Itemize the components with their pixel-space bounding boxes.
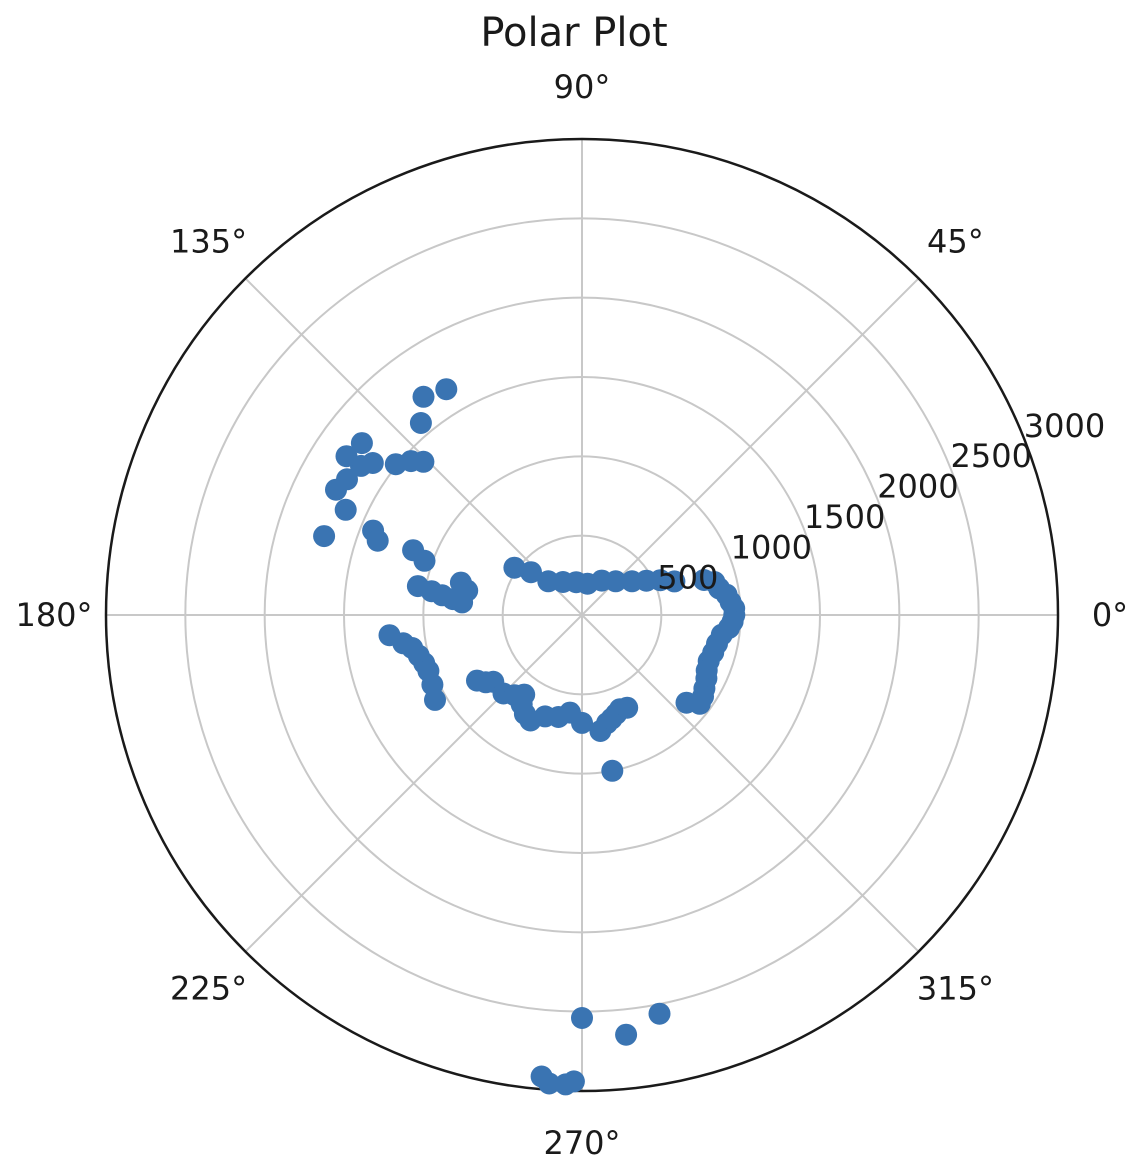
scatter-point: [621, 570, 643, 593]
radial-tick-label: 3000: [1024, 407, 1105, 445]
scatter-points: [313, 378, 746, 1096]
scatter-point: [313, 525, 336, 548]
scatter-point: [520, 561, 542, 584]
radial-tick-label: 1000: [731, 528, 812, 566]
scatter-point: [675, 691, 698, 714]
scatter-point: [424, 688, 446, 711]
angle-tick-label: 315°: [917, 969, 994, 1007]
angle-tick-label: 0°: [1092, 596, 1128, 634]
angle-tick-label: 135°: [170, 223, 247, 261]
angular-gridline: [581, 614, 920, 953]
angular-gridline: [581, 277, 920, 616]
scatter-point: [412, 385, 435, 408]
scatter-point: [435, 378, 458, 401]
polar-outer-ring: [104, 137, 1060, 1093]
scatter-point: [601, 759, 624, 782]
scatter-point: [571, 711, 593, 734]
angle-tick-label: 90°: [554, 68, 611, 106]
angular-gridline: [244, 614, 583, 953]
scatter-point: [554, 1073, 577, 1096]
scatter-point: [366, 529, 389, 552]
radial-tick-label: 2000: [877, 468, 958, 506]
angular-gridline: [244, 277, 583, 616]
angle-tick-label: 180°: [15, 596, 92, 634]
scatter-point: [325, 478, 347, 501]
scatter-point: [413, 549, 436, 572]
angle-tick-label: 225°: [170, 969, 247, 1007]
polar-grid: [106, 139, 1058, 1091]
scatter-point: [384, 453, 407, 476]
radial-tick-label: 500: [657, 559, 718, 597]
scatter-point: [409, 412, 432, 434]
scatter-point: [350, 432, 373, 455]
angle-tick-labels: 0° 45° 90° 135° 180° 225° 270° 315°: [15, 68, 1128, 1162]
chart-title: Polar Plot: [480, 10, 668, 56]
scatter-point: [449, 571, 472, 594]
scatter-point: [537, 570, 560, 593]
scatter-point: [334, 498, 357, 521]
scatter-point: [615, 1023, 638, 1046]
radial-tick-label: 2500: [951, 437, 1032, 475]
scatter-point: [648, 1002, 671, 1025]
scatter-point: [616, 696, 639, 719]
angle-tick-label: 45°: [927, 223, 984, 261]
scatter-point: [530, 1065, 553, 1088]
scatter-point: [693, 569, 715, 591]
radial-tick-label: 1500: [804, 498, 885, 536]
angle-tick-label: 270°: [543, 1124, 620, 1162]
scatter-point: [571, 1007, 593, 1029]
scatter-point: [335, 445, 358, 468]
scatter-point: [503, 556, 526, 579]
